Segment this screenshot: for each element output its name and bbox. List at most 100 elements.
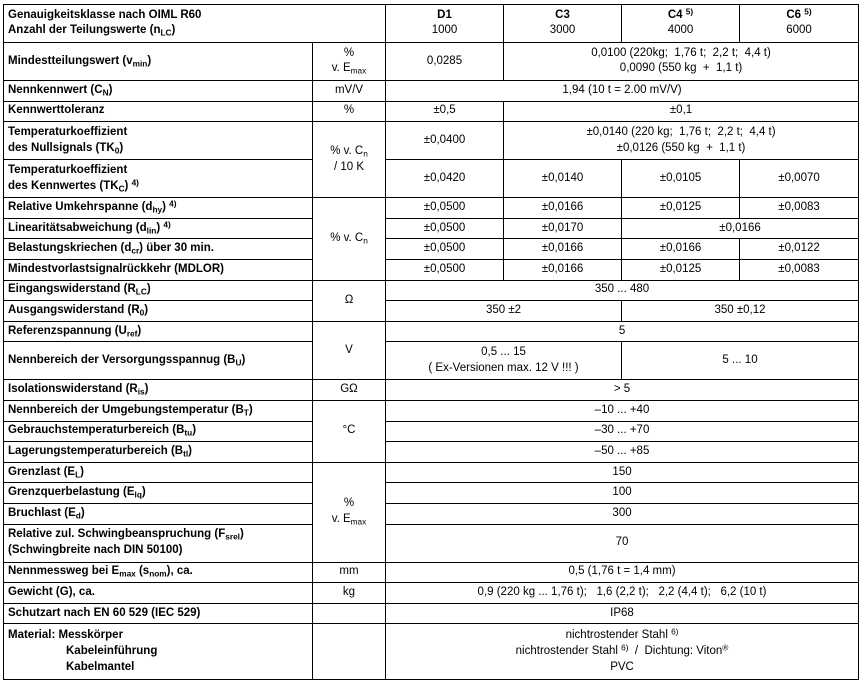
- value-cell-ausgangswiderstand-0: 350 ±2: [385, 300, 623, 322]
- param-label-belastungskriechen: Belastungskriechen (dcr) über 30 min.: [3, 238, 313, 260]
- value-cell-umgebungstemperatur-0: –10 ... +40: [385, 399, 860, 422]
- value-cell-mdlor-0: ±0,0500: [385, 258, 505, 281]
- value-cell-kennwerttoleranz-1: ±0,1: [503, 100, 860, 123]
- value-cell-versorgungsspannung-0: 0,5 ... 15( Ex-Versionen max. 12 V !!! ): [385, 341, 623, 381]
- unit-cell-grenzlast: % v. Emax: [311, 461, 387, 563]
- value-cell-mdlor-1: ±0,0166: [503, 258, 623, 281]
- table-row-ausgangswiderstand: Ausgangswiderstand (R0) 350 ±2 350 ±0,12: [3, 300, 860, 322]
- unit-cell-mindestteilungswert: % v. Emax: [311, 41, 387, 81]
- param-label-mindestteilungswert: Mindestteilungswert (vmin): [3, 41, 313, 81]
- param-label-kennwerttoleranz: Kennwerttoleranz: [3, 100, 313, 123]
- table-row-mindestteilungswert: Mindestteilungswert (vmin)% v. Emax 0,0285…: [3, 41, 860, 81]
- table-row-grenzlast: Grenzlast (EL)% v. Emax 150: [3, 461, 860, 563]
- value-cell-nennmessweg-0: 0,5 (1,76 t = 1,4 mm): [385, 561, 860, 584]
- value-cell-eingangswiderstand-0: 350 ... 480: [385, 279, 860, 302]
- table-row-linearitaetsabweichung: Linearitätsabweichung (dlin) 4) ±0,0500 ±0…: [3, 217, 860, 240]
- table-row-tk-kennwert: Temperaturkoeffizient des Kennwertes (TKC…: [3, 159, 860, 199]
- param-label-gebrauchstemperatur: Gebrauchstemperaturbereich (Btu): [3, 420, 313, 443]
- value-cell-umkehrspanne-2: ±0,0125: [621, 197, 741, 219]
- table-row-material: Material: Messkörper Kabeleinführung Kabel…: [3, 623, 860, 680]
- table-row-genauigkeitsklasse-anzahl: Genauigkeitsklasse nach OIML R60 Anzahl d…: [2, 4, 860, 43]
- value-cell-gewicht-0: 0,9 (220 kg ... 1,76 t); 1,6 (2,2 t); 2,…: [385, 582, 860, 604]
- value-cell-belastungskriechen-1: ±0,0166: [503, 238, 623, 260]
- value-cell-linearitaetsabweichung-0: ±0,0500: [385, 217, 505, 240]
- unit-cell-umkehrspanne: % v. Cn: [311, 197, 387, 281]
- table-row-isolationswiderstand: Isolationswiderstand (Ris) GΩ > 5: [3, 379, 860, 401]
- value-cell-genauigkeitsklasse-anzahl-2: C4 5) 4000: [621, 4, 741, 43]
- unit-cell-isolationswiderstand: GΩ: [311, 379, 387, 401]
- value-cell-tk-nullsignal-0: ±0,0400: [385, 121, 505, 161]
- param-label-grenzquerbelastung: Grenzquerbelastung (Elq): [3, 482, 313, 504]
- value-cell-tk-nullsignal-1: ±0,0140 (220 kg; 1,76 t; 2,2 t; 4,4 t) ±0…: [503, 121, 860, 161]
- value-cell-tk-kennwert-3: ±0,0070: [739, 159, 860, 199]
- value-cell-ausgangswiderstand-1: 350 ±0,12: [621, 300, 860, 322]
- table-row-eingangswiderstand: Eingangswiderstand (RLC) Ω 350 ... 480: [3, 279, 860, 322]
- value-cell-linearitaetsabweichung-2: ±0,0166: [621, 217, 860, 240]
- table-row-gebrauchstemperatur: Gebrauchstemperaturbereich (Btu) –30 ... …: [3, 420, 860, 443]
- value-cell-belastungskriechen-2: ±0,0166: [621, 238, 741, 260]
- table-row-umkehrspanne: Relative Umkehrspanne (dhy) 4)% v. Cn ±0,…: [3, 197, 860, 281]
- value-cell-genauigkeitsklasse-anzahl-1: C3 3000: [503, 4, 623, 43]
- value-cell-umkehrspanne-0: ±0,0500: [385, 197, 505, 219]
- value-cell-belastungskriechen-0: ±0,0500: [385, 238, 505, 260]
- param-label-tk-kennwert: Temperaturkoeffizient des Kennwertes (TKC…: [3, 159, 313, 199]
- value-cell-isolationswiderstand-0: > 5: [385, 379, 860, 401]
- param-label-schutzart: Schutzart nach EN 60 529 (IEC 529): [3, 602, 313, 625]
- value-cell-mindestteilungswert-0: 0,0285: [385, 41, 505, 81]
- param-label-lagerungstemperatur: Lagerungstemperaturbereich (Btl): [3, 441, 313, 463]
- table-row-kennwerttoleranz: Kennwerttoleranz% ±0,5 ±0,1: [3, 100, 860, 123]
- value-cell-genauigkeitsklasse-anzahl-3: C6 5) 6000: [739, 4, 860, 43]
- value-cell-nennkennwert-0: 1,94 (10 t = 2.00 mV/V): [385, 79, 860, 102]
- value-cell-kennwerttoleranz-0: ±0,5: [385, 100, 505, 123]
- unit-cell-eingangswiderstand: Ω: [311, 279, 387, 322]
- value-cell-umkehrspanne-1: ±0,0166: [503, 197, 623, 219]
- param-label-versorgungsspannung: Nennbereich der Versorgungsspannug (BU): [3, 341, 313, 381]
- param-label-umkehrspanne: Relative Umkehrspanne (dhy) 4): [3, 197, 313, 219]
- table-row-umgebungstemperatur: Nennbereich der Umgebungstemperatur (BT)…: [3, 399, 860, 463]
- value-cell-mindestteilungswert-1: 0,0100 (220kg; 1,76 t; 2,2 t; 4,4 t) 0,00…: [503, 41, 860, 81]
- param-label-bruchlast: Bruchlast (Ed): [3, 502, 313, 525]
- value-cell-grenzquerbelastung-0: 100: [385, 482, 860, 504]
- table-row-referenzspannung: Referenzspannung (Uref) V 5: [3, 320, 860, 381]
- unit-cell-nennkennwert: mV/V: [311, 79, 387, 102]
- table-row-grenzquerbelastung: Grenzquerbelastung (Elq) 100: [3, 482, 860, 504]
- table-row-schutzart: Schutzart nach EN 60 529 (IEC 529) IP68: [3, 602, 860, 625]
- unit-cell-gewicht: kg: [311, 582, 387, 604]
- table-row-tk-nullsignal: Temperaturkoeffizient des Nullsignals (TK…: [3, 121, 860, 199]
- value-cell-mdlor-2: ±0,0125: [621, 258, 741, 281]
- param-label-eingangswiderstand: Eingangswiderstand (RLC): [3, 279, 313, 302]
- value-cell-material-0: nichtrostender Stahl 6) nichtrostender St…: [385, 623, 860, 680]
- value-cell-referenzspannung-0: 5: [385, 320, 860, 343]
- value-cell-lagerungstemperatur-0: –50 ... +85: [385, 441, 860, 463]
- specification-table-body: Genauigkeitsklasse nach OIML R60 Anzahl d…: [2, 4, 860, 680]
- value-cell-tk-kennwert-1: ±0,0140: [503, 159, 623, 199]
- value-cell-schutzart-0: IP68: [385, 602, 860, 625]
- param-label-tk-nullsignal: Temperaturkoeffizient des Nullsignals (TK…: [3, 121, 313, 161]
- value-cell-bruchlast-0: 300: [385, 502, 860, 525]
- param-label-schwingbeanspruchung: Relative zul. Schwingbeanspruchung (Fsre…: [3, 523, 313, 563]
- table-row-gewicht: Gewicht (G), ca. kg 0,9 (220 kg ... 1,76 t…: [3, 582, 860, 604]
- table-row-lagerungstemperatur: Lagerungstemperaturbereich (Btl) –50 ... …: [3, 441, 860, 463]
- value-cell-genauigkeitsklasse-anzahl-0: D1 1000: [385, 4, 505, 43]
- param-label-referenzspannung: Referenzspannung (Uref): [3, 320, 313, 343]
- param-label-linearitaetsabweichung: Linearitätsabweichung (dlin) 4): [3, 217, 313, 240]
- value-cell-versorgungsspannung-1: 5 ... 10: [621, 341, 860, 381]
- table-row-schwingbeanspruchung: Relative zul. Schwingbeanspruchung (Fsre…: [3, 523, 860, 563]
- value-cell-umkehrspanne-3: ±0,0083: [739, 197, 860, 219]
- param-label-nennkennwert: Nennkennwert (CN): [3, 79, 313, 102]
- param-label-nennmessweg: Nennmessweg bei Emax (snom), ca.: [3, 561, 313, 584]
- table-row-versorgungsspannung: Nennbereich der Versorgungsspannug (BU) 0…: [3, 341, 860, 381]
- unit-cell-umgebungstemperatur: °C: [311, 399, 387, 463]
- table-row-nennmessweg: Nennmessweg bei Emax (snom), ca. mm 0,5 (1…: [3, 561, 860, 584]
- param-label-isolationswiderstand: Isolationswiderstand (Ris): [3, 379, 313, 401]
- value-cell-schwingbeanspruchung-0: 70: [385, 523, 860, 563]
- table-row-bruchlast: Bruchlast (Ed) 300: [3, 502, 860, 525]
- table-row-belastungskriechen: Belastungskriechen (dcr) über 30 min. ±0,…: [3, 238, 860, 260]
- value-cell-mdlor-3: ±0,0083: [739, 258, 860, 281]
- param-label-genauigkeitsklasse-anzahl: Genauigkeitsklasse nach OIML R60 Anzahl d…: [2, 4, 387, 43]
- unit-cell-tk-nullsignal: % v. Cn/ 10 K: [311, 121, 387, 199]
- param-label-mdlor: Mindestvorlastsignalrückkehr (MDLOR): [3, 258, 313, 281]
- unit-cell-schutzart: [311, 602, 387, 625]
- param-label-material: Material: Messkörper Kabeleinführung Kabel…: [3, 623, 313, 680]
